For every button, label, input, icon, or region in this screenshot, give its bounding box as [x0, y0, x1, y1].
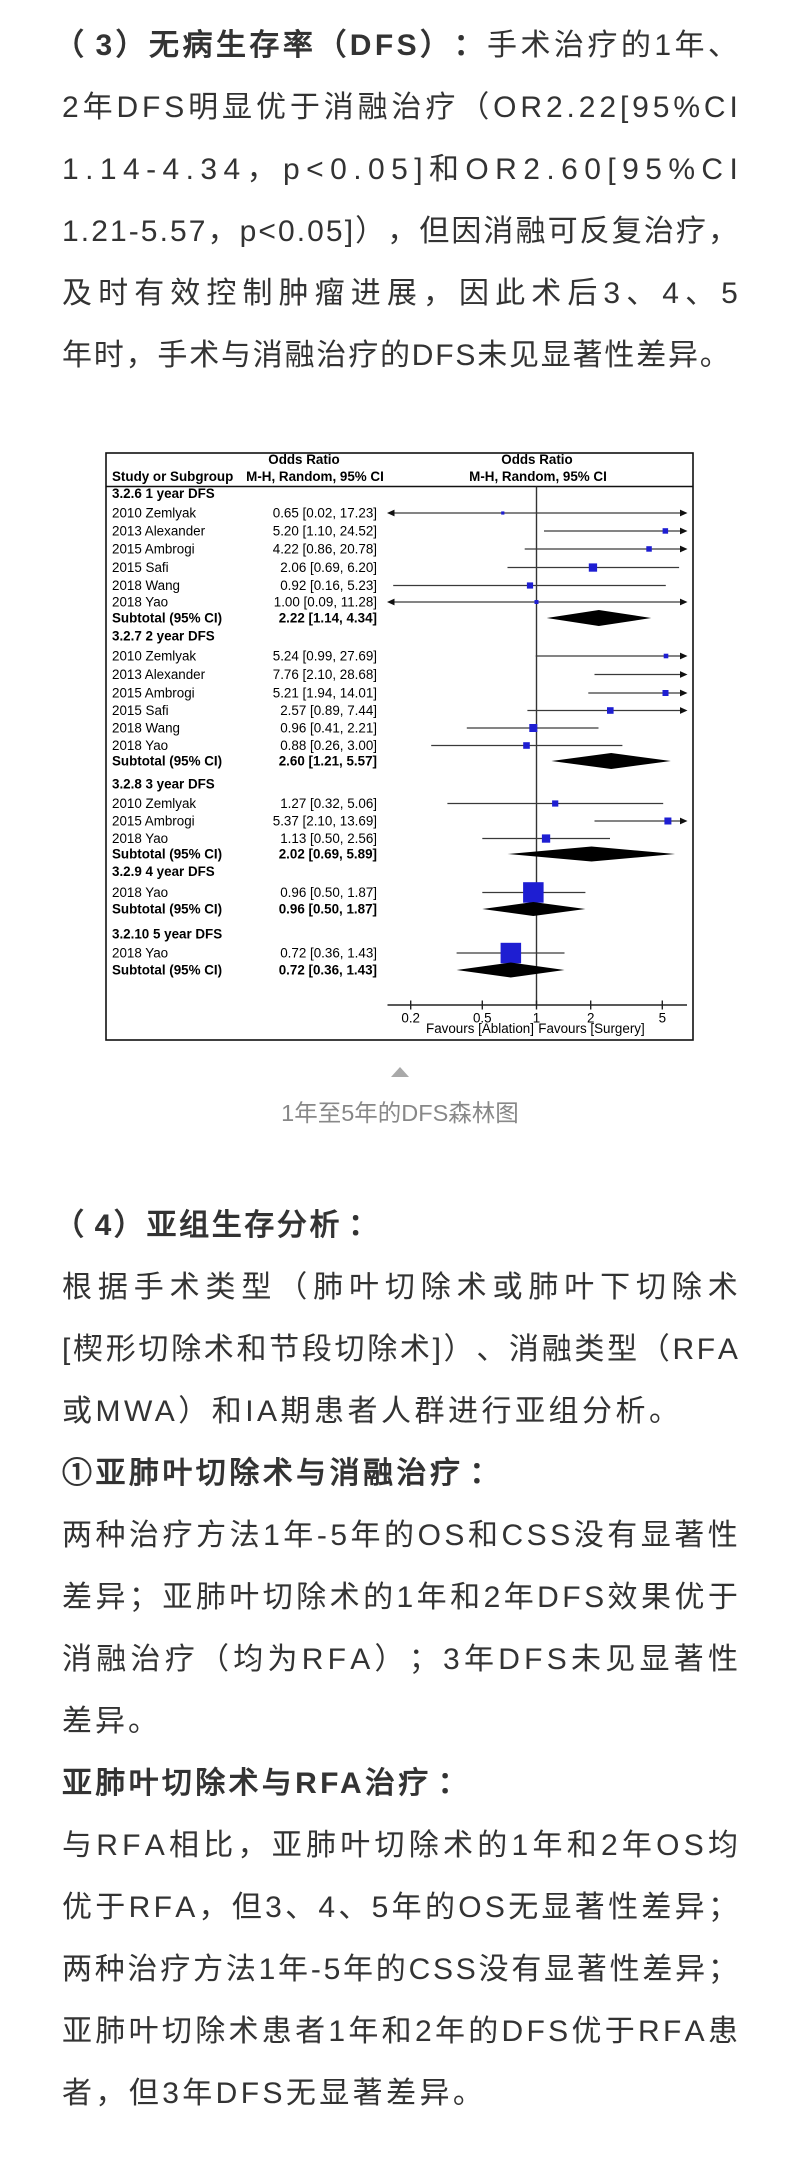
svg-text:2018 Yao: 2018 Yao — [112, 738, 168, 753]
svg-text:2018 Wang: 2018 Wang — [112, 578, 180, 593]
svg-text:2013 Alexander: 2013 Alexander — [112, 524, 206, 539]
svg-text:2: 2 — [587, 1011, 594, 1026]
svg-text:2010 Zemlyak: 2010 Zemlyak — [112, 649, 196, 664]
svg-text:2.02 [0.69, 5.89]: 2.02 [0.69, 5.89] — [279, 847, 377, 862]
svg-text:0.72 [0.36, 1.43]: 0.72 [0.36, 1.43] — [279, 963, 377, 978]
svg-text:5.37 [2.10, 13.69]: 5.37 [2.10, 13.69] — [273, 814, 377, 829]
svg-text:M-H, Random, 95% CI: M-H, Random, 95% CI — [469, 469, 607, 484]
svg-text:2018 Yao: 2018 Yao — [112, 885, 168, 900]
svg-text:5.24 [0.99, 27.69]: 5.24 [0.99, 27.69] — [273, 649, 377, 664]
svg-text:0.96 [0.50, 1.87]: 0.96 [0.50, 1.87] — [279, 902, 377, 917]
svg-text:3.2.10 5 year DFS: 3.2.10 5 year DFS — [112, 927, 222, 942]
svg-text:Favours [Ablation]: Favours [Ablation] — [426, 1021, 534, 1036]
svg-text:1.13 [0.50, 2.56]: 1.13 [0.50, 2.56] — [280, 831, 377, 846]
svg-text:2018 Yao: 2018 Yao — [112, 595, 168, 610]
svg-text:Subtotal (95% CI): Subtotal (95% CI) — [112, 847, 222, 862]
svg-text:3.2.8 3 year DFS: 3.2.8 3 year DFS — [112, 777, 215, 792]
svg-text:2.22 [1.14, 4.34]: 2.22 [1.14, 4.34] — [279, 611, 377, 626]
svg-text:1: 1 — [533, 1011, 540, 1026]
svg-text:2015 Ambrogi: 2015 Ambrogi — [112, 814, 195, 829]
svg-text:2.60 [1.21, 5.57]: 2.60 [1.21, 5.57] — [279, 754, 377, 769]
svg-text:0.92 [0.16, 5.23]: 0.92 [0.16, 5.23] — [280, 578, 377, 593]
svg-text:Subtotal (95% CI): Subtotal (95% CI) — [112, 754, 222, 769]
svg-text:3.2.6 1 year DFS: 3.2.6 1 year DFS — [112, 486, 215, 501]
svg-text:0.72 [0.36, 1.43]: 0.72 [0.36, 1.43] — [280, 946, 377, 961]
svg-text:2.06 [0.69, 6.20]: 2.06 [0.69, 6.20] — [280, 560, 377, 575]
svg-text:Odds Ratio: Odds Ratio — [501, 452, 572, 467]
svg-text:0.96 [0.50, 1.87]: 0.96 [0.50, 1.87] — [280, 885, 377, 900]
svg-text:0.5: 0.5 — [473, 1011, 492, 1026]
svg-text:0.88 [0.26, 3.00]: 0.88 [0.26, 3.00] — [280, 738, 377, 753]
svg-text:2013 Alexander: 2013 Alexander — [112, 667, 206, 682]
svg-text:Subtotal (95% CI): Subtotal (95% CI) — [112, 963, 222, 978]
svg-text:M-H, Random, 95% CI: M-H, Random, 95% CI — [246, 469, 384, 484]
svg-text:2.57 [0.89, 7.44]: 2.57 [0.89, 7.44] — [280, 703, 377, 718]
svg-text:2010 Zemlyak: 2010 Zemlyak — [112, 506, 196, 521]
svg-text:0.65 [0.02, 17.23]: 0.65 [0.02, 17.23] — [273, 506, 377, 521]
svg-text:Odds Ratio: Odds Ratio — [268, 452, 339, 467]
svg-text:2015 Ambrogi: 2015 Ambrogi — [112, 542, 195, 557]
svg-text:2010 Zemlyak: 2010 Zemlyak — [112, 796, 196, 811]
svg-text:Subtotal (95% CI): Subtotal (95% CI) — [112, 902, 222, 917]
svg-text:3.2.7 2 year DFS: 3.2.7 2 year DFS — [112, 629, 215, 644]
svg-text:7.76 [2.10, 28.68]: 7.76 [2.10, 28.68] — [273, 667, 377, 682]
svg-text:3.2.9 4 year DFS: 3.2.9 4 year DFS — [112, 864, 215, 879]
svg-text:Study or Subgroup: Study or Subgroup — [112, 469, 233, 484]
svg-text:2018 Yao: 2018 Yao — [112, 946, 168, 961]
svg-text:5.21 [1.94, 14.01]: 5.21 [1.94, 14.01] — [273, 686, 377, 701]
svg-text:4.22 [0.86, 20.78]: 4.22 [0.86, 20.78] — [273, 542, 377, 557]
svg-text:1.27 [0.32, 5.06]: 1.27 [0.32, 5.06] — [280, 796, 377, 811]
svg-text:2015 Ambrogi: 2015 Ambrogi — [112, 686, 195, 701]
svg-text:Favours [Surgery]: Favours [Surgery] — [538, 1021, 644, 1036]
svg-text:2015 Safi: 2015 Safi — [112, 560, 169, 575]
svg-text:2015 Safi: 2015 Safi — [112, 703, 169, 718]
svg-text:0.2: 0.2 — [401, 1011, 420, 1026]
svg-text:5.20 [1.10, 24.52]: 5.20 [1.10, 24.52] — [273, 524, 377, 539]
svg-text:0.96 [0.41, 2.21]: 0.96 [0.41, 2.21] — [280, 721, 377, 736]
svg-text:2018 Wang: 2018 Wang — [112, 721, 180, 736]
svg-text:2018 Yao: 2018 Yao — [112, 831, 168, 846]
svg-text:Subtotal (95% CI): Subtotal (95% CI) — [112, 611, 222, 626]
svg-text:1.00 [0.09, 11.28]: 1.00 [0.09, 11.28] — [274, 595, 377, 610]
svg-text:5: 5 — [659, 1011, 666, 1026]
